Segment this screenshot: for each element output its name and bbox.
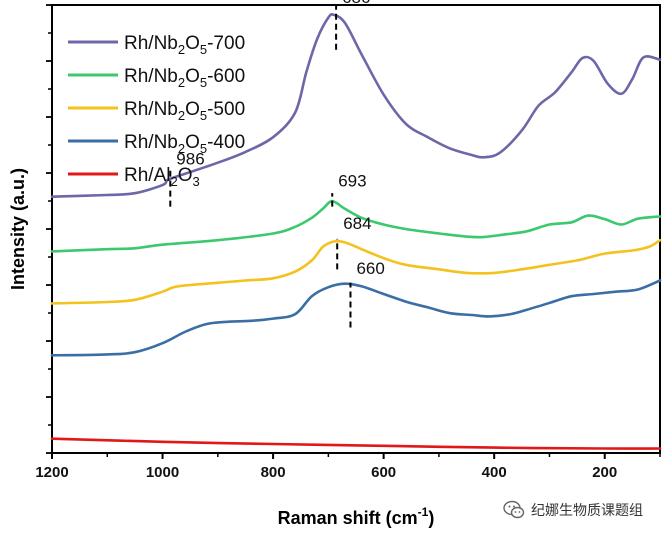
series-line-rh-al2o3 <box>50 437 662 450</box>
x-tick-label: 200 <box>592 464 617 481</box>
series-line-rh-nb2o5-500 <box>50 238 662 305</box>
peak-label-684: 684 <box>343 214 371 233</box>
legend: Rh/Nb2O5-700 Rh/Nb2O5-600 Rh/Nb2O5-500 Rh/N… <box>68 33 245 189</box>
series-line-rh-nb2o5-600 <box>50 199 662 253</box>
legend-label-rh-nb2o5-400: Rh/Nb2O5-400 <box>124 132 245 156</box>
series-line-rh-nb2o5-400 <box>50 279 662 357</box>
x-tick-label: 400 <box>482 464 507 481</box>
peak-label-686: 686 <box>342 0 370 7</box>
y-axis-title: Intensity (a.u.) <box>8 168 28 290</box>
x-tick-label: 800 <box>261 464 286 481</box>
x-tick-label: 1200 <box>35 464 68 481</box>
series-line-rh-nb2o5-700 <box>50 13 662 198</box>
x-tick-label: 1000 <box>146 464 179 481</box>
x-tick-label: 600 <box>371 464 396 481</box>
watermark: 纪娜生物质课题组 <box>503 499 643 521</box>
peak-label-986: 986 <box>176 149 204 168</box>
legend-label-rh-nb2o5-500: Rh/Nb2O5-500 <box>124 99 245 123</box>
x-axis-title: Raman shift (cm-1) <box>278 505 435 528</box>
peak-label-660: 660 <box>356 259 384 278</box>
peak-annotations: 986 686 693 684 660 <box>169 0 385 328</box>
x-axis-ticks: 1200 1000 800 600 400 200 <box>35 4 661 481</box>
wechat-icon <box>503 500 525 520</box>
watermark-text: 纪娜生物质课题组 <box>531 503 643 519</box>
series-layer <box>50 13 662 450</box>
legend-label-rh-nb2o5-700: Rh/Nb2O5-700 <box>124 33 245 57</box>
legend-label-rh-al2o3: Rh/Al2O3 <box>124 165 200 189</box>
peak-label-693: 693 <box>338 172 366 191</box>
legend-label-rh-nb2o5-600: Rh/Nb2O5-600 <box>124 66 245 90</box>
